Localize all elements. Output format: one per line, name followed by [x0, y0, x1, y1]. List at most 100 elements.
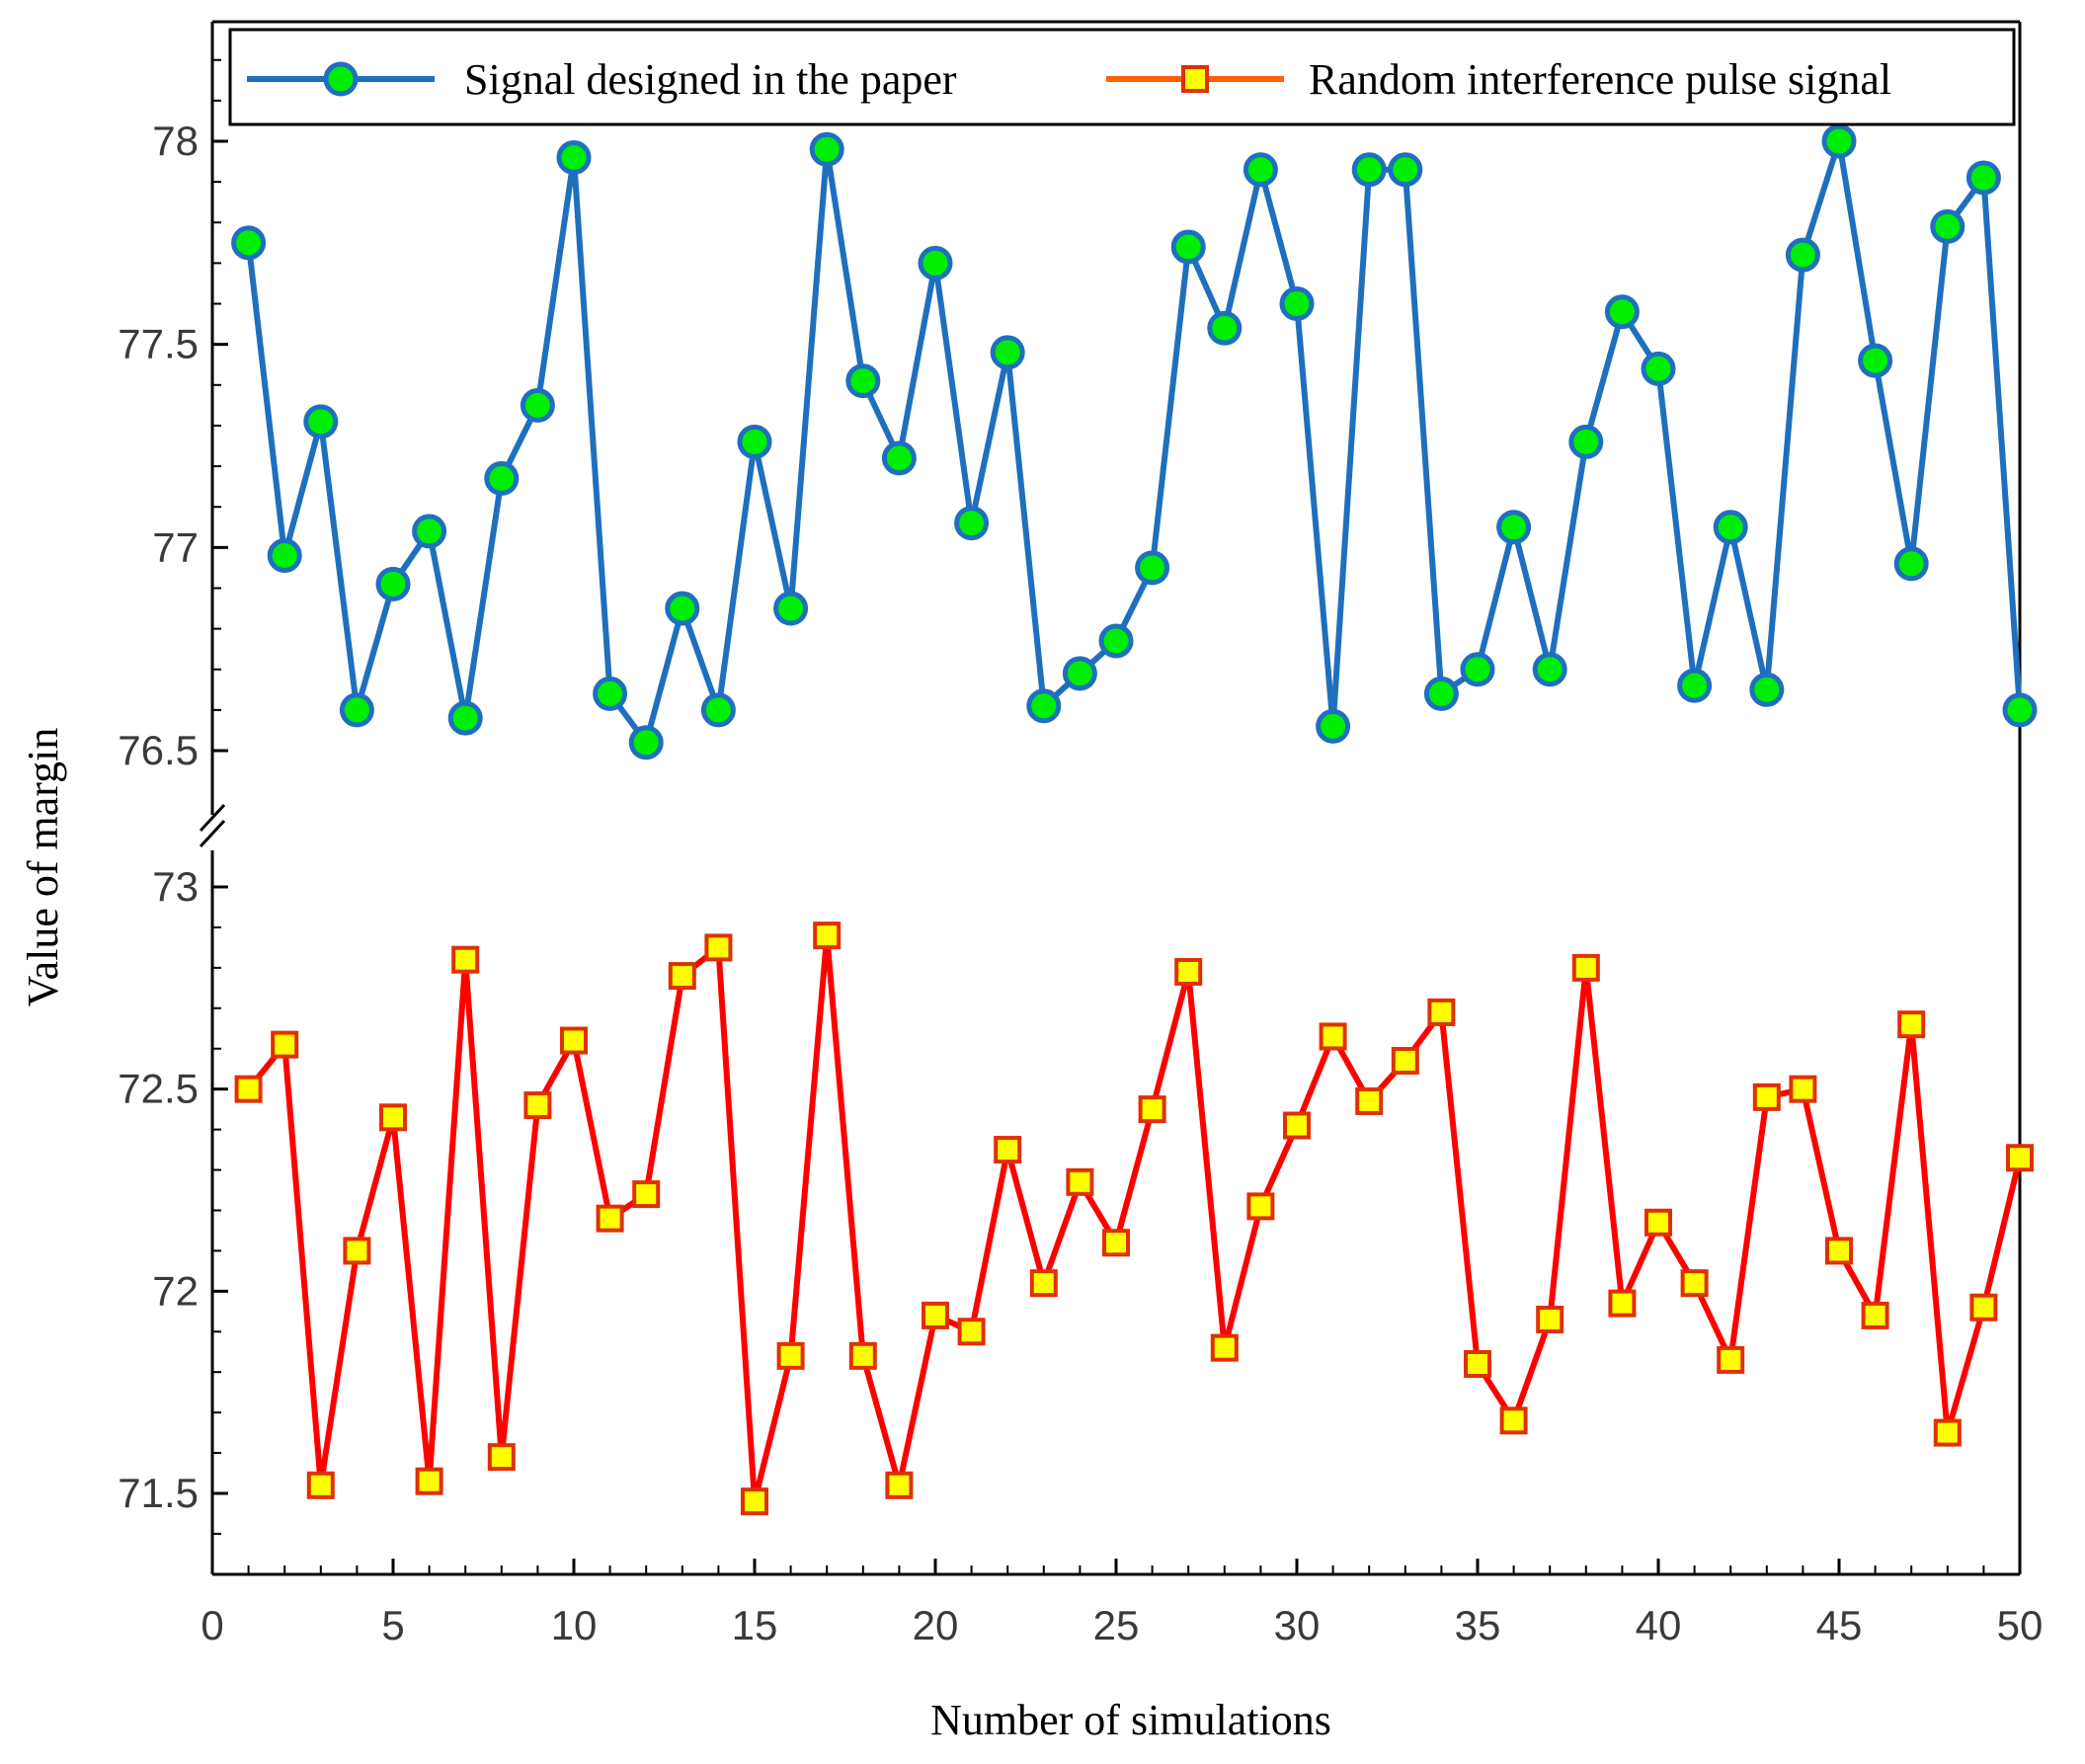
x-tick-label: 25	[1093, 1602, 1140, 1648]
data-point-designed-signal	[593, 676, 628, 711]
data-point-random-interference	[1861, 1301, 1889, 1329]
data-point-random-interference	[1608, 1289, 1637, 1318]
axis-break-mark	[199, 803, 226, 833]
data-point-random-interference	[922, 1301, 949, 1329]
data-point-designed-signal	[700, 692, 736, 728]
data-point-designed-signal	[1496, 510, 1532, 545]
data-point-designed-signal	[447, 700, 483, 736]
data-point-designed-signal	[484, 460, 520, 496]
data-point-random-interference	[632, 1180, 661, 1209]
data-point-random-interference	[668, 962, 696, 991]
x-tick-label: 20	[913, 1602, 959, 1648]
y-tick-label: 73	[152, 863, 199, 910]
legend: Signal designed in the paper Random inter…	[228, 28, 2016, 126]
data-point-designed-signal	[556, 139, 592, 175]
data-point-random-interference	[560, 1026, 588, 1055]
data-point-designed-signal	[1641, 351, 1676, 386]
data-point-random-interference	[1427, 998, 1456, 1026]
data-point-random-interference	[596, 1204, 624, 1233]
legend-label-random-interference: Random interference pulse signal	[1309, 55, 1891, 104]
series-line-designed-signal	[245, 138, 2023, 746]
data-point-random-interference	[1499, 1406, 1528, 1435]
data-point-designed-signal	[2002, 692, 2038, 728]
data-point-random-interference	[306, 1471, 335, 1499]
data-point-random-interference	[1752, 1082, 1781, 1111]
x-tick-label: 40	[1636, 1602, 1682, 1648]
data-point-designed-signal	[1532, 652, 1567, 687]
data-point-random-interference	[1138, 1095, 1166, 1124]
data-point-designed-signal	[1785, 237, 1820, 273]
data-point-random-interference	[1174, 957, 1203, 986]
x-axis-title: Number of simulations	[930, 1696, 1331, 1744]
legend-marker-designed-signal	[323, 61, 359, 97]
data-point-designed-signal	[1930, 208, 1965, 244]
x-tick-label: 45	[1816, 1602, 1863, 1648]
data-point-random-interference	[1933, 1418, 1962, 1447]
data-point-designed-signal	[1135, 550, 1170, 586]
data-point-designed-signal	[1965, 160, 2001, 196]
data-point-random-interference	[415, 1467, 443, 1495]
data-point-random-interference	[1066, 1167, 1094, 1196]
data-point-designed-signal	[1207, 310, 1243, 346]
data-point-random-interference	[1355, 1086, 1384, 1115]
data-point-random-interference	[957, 1318, 986, 1346]
data-point-designed-signal	[918, 245, 953, 281]
data-point-random-interference	[1644, 1208, 1672, 1237]
data-point-designed-signal	[809, 131, 844, 167]
data-point-random-interference	[1897, 1010, 1926, 1039]
data-point-random-interference	[1029, 1269, 1058, 1298]
data-point-designed-signal	[412, 514, 447, 549]
data-point-designed-signal	[1243, 152, 1278, 188]
data-point-designed-signal	[1279, 286, 1315, 322]
data-point-random-interference	[1680, 1269, 1709, 1298]
data-point-designed-signal	[665, 591, 700, 626]
data-point-random-interference	[1825, 1237, 1853, 1265]
data-point-random-interference	[2006, 1144, 2034, 1172]
y-tick-label: 78	[152, 118, 199, 164]
x-tick-label: 10	[551, 1602, 598, 1648]
data-point-designed-signal	[303, 404, 339, 440]
data-point-random-interference	[379, 1103, 407, 1132]
data-point-random-interference	[1102, 1229, 1130, 1257]
y-tick-label: 72.5	[118, 1066, 199, 1112]
y-tick-label: 71.5	[118, 1470, 199, 1516]
y-tick-label: 77	[152, 523, 199, 570]
data-point-random-interference	[741, 1487, 768, 1516]
x-tick-label: 0	[200, 1602, 223, 1648]
data-point-designed-signal	[1749, 672, 1785, 707]
data-point-designed-signal	[1604, 294, 1640, 330]
data-point-designed-signal	[990, 335, 1025, 370]
data-point-designed-signal	[954, 506, 990, 541]
x-tick-label: 50	[1997, 1602, 2044, 1648]
data-point-designed-signal	[1893, 546, 1929, 582]
data-point-random-interference	[1717, 1345, 1745, 1374]
data-point-designed-signal	[1388, 152, 1423, 188]
series-layer	[231, 123, 2038, 1516]
data-point-random-interference	[1464, 1350, 1491, 1379]
data-point-designed-signal	[845, 363, 881, 399]
data-point-designed-signal	[1423, 676, 1459, 711]
data-point-random-interference	[1789, 1075, 1817, 1103]
data-point-designed-signal	[628, 725, 664, 761]
data-point-designed-signal	[1821, 123, 1857, 159]
data-point-random-interference	[704, 933, 733, 962]
data-point-random-interference	[1391, 1047, 1419, 1076]
data-point-designed-signal	[881, 441, 917, 476]
data-point-designed-signal	[1677, 668, 1713, 703]
x-tick-label: 35	[1455, 1602, 1501, 1648]
data-point-designed-signal	[1460, 652, 1495, 687]
data-point-designed-signal	[231, 225, 267, 261]
data-point-random-interference	[234, 1075, 263, 1103]
data-point-designed-signal	[520, 387, 555, 423]
data-point-random-interference	[523, 1091, 552, 1120]
data-point-random-interference	[1283, 1111, 1311, 1140]
y-axis-title: Value of margin	[19, 728, 67, 1007]
data-point-designed-signal	[1316, 708, 1351, 744]
data-point-designed-signal	[375, 566, 411, 601]
data-point-designed-signal	[1568, 424, 1604, 459]
y-tick-label: 77.5	[118, 321, 199, 367]
data-point-random-interference	[343, 1237, 371, 1265]
data-point-designed-signal	[737, 424, 772, 459]
data-point-random-interference	[1571, 953, 1600, 982]
